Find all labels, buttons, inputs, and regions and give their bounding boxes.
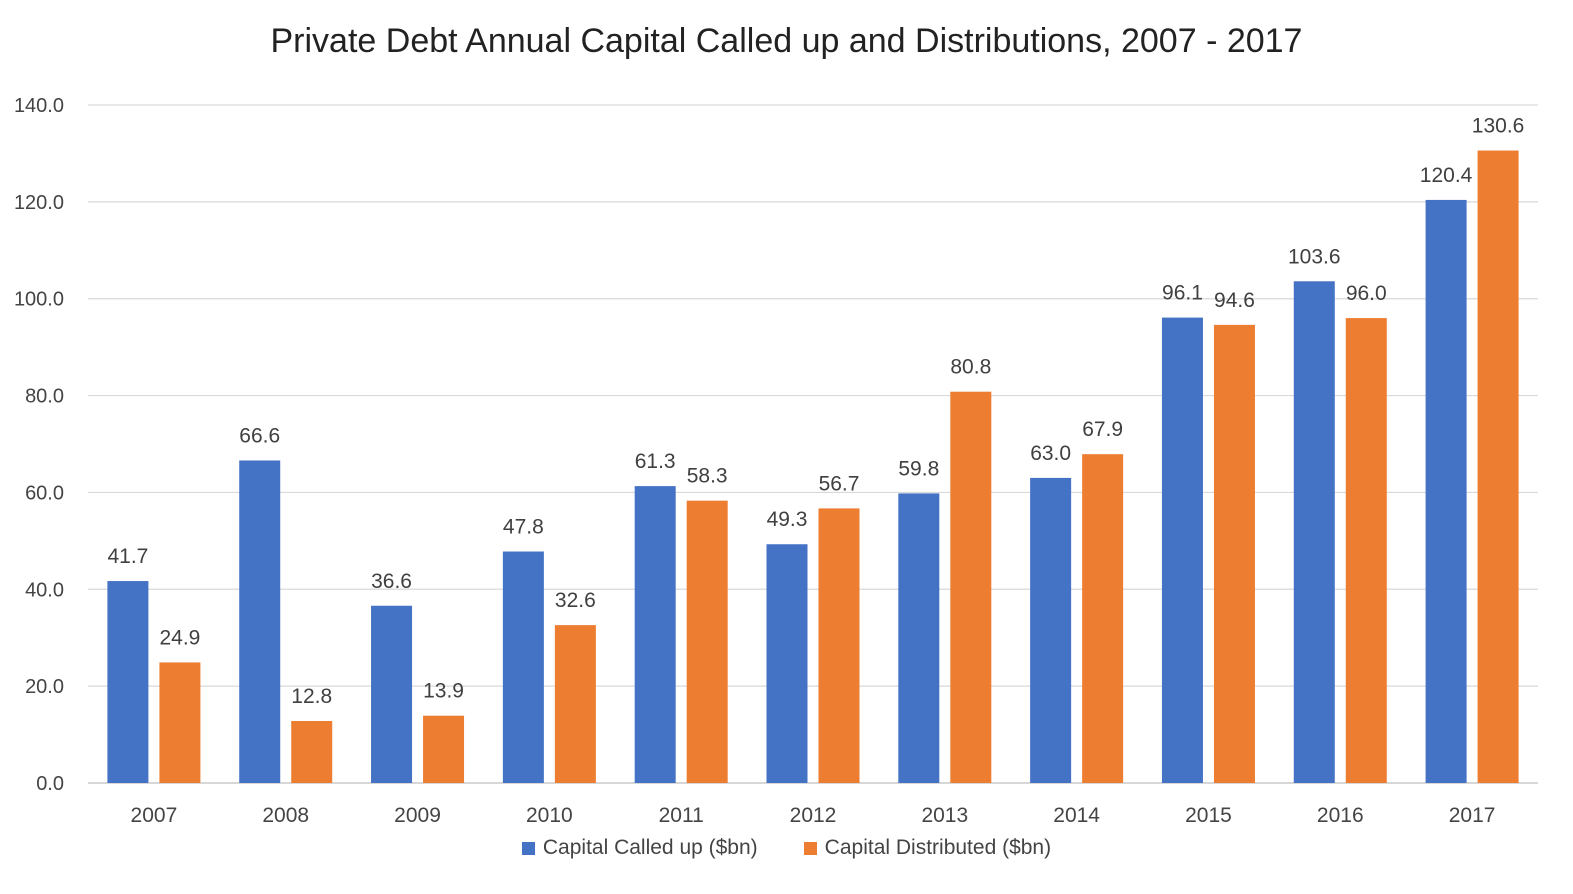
legend: Capital Called up ($bn) Capital Distribu… bbox=[0, 836, 1573, 860]
data-label: 130.6 bbox=[1472, 115, 1525, 138]
data-label: 63.0 bbox=[1030, 442, 1071, 465]
bar-capital-called bbox=[766, 544, 808, 783]
y-tick-label: 140.0 bbox=[14, 95, 64, 117]
y-tick-label: 100.0 bbox=[14, 289, 64, 311]
bar-capital-distributed bbox=[1345, 318, 1387, 783]
legend-swatch-capital-called bbox=[521, 841, 535, 855]
y-tick-label: 120.0 bbox=[14, 192, 64, 214]
bar-capital-called bbox=[107, 581, 149, 783]
data-label: 66.6 bbox=[239, 424, 280, 447]
data-label: 41.7 bbox=[107, 545, 148, 568]
x-tick-label: 2011 bbox=[659, 804, 704, 827]
x-tick-label: 2010 bbox=[526, 804, 573, 827]
bar-capital-distributed bbox=[159, 662, 201, 783]
bar-capital-distributed bbox=[423, 715, 465, 783]
bar-capital-distributed bbox=[291, 721, 333, 783]
bar-capital-distributed bbox=[1477, 150, 1519, 784]
data-label: 56.7 bbox=[819, 472, 860, 495]
x-tick-label: 2009 bbox=[394, 804, 441, 827]
bar-capital-called bbox=[1425, 199, 1467, 784]
x-tick-label: 2012 bbox=[790, 804, 837, 827]
legend-item-capital-called: Capital Called up ($bn) bbox=[521, 836, 758, 860]
x-tick-label: 2016 bbox=[1317, 804, 1364, 827]
bar-capital-called bbox=[239, 460, 281, 783]
bar-capital-called bbox=[1161, 317, 1203, 783]
data-label: 96.1 bbox=[1162, 282, 1203, 305]
data-label: 58.3 bbox=[687, 465, 728, 488]
bar-capital-called bbox=[1293, 281, 1335, 783]
data-label: 24.9 bbox=[159, 626, 200, 649]
legend-label-capital-distributed: Capital Distributed ($bn) bbox=[824, 836, 1052, 859]
data-label: 32.6 bbox=[555, 589, 596, 612]
data-label: 94.6 bbox=[1214, 289, 1255, 312]
legend-item-capital-distributed: Capital Distributed ($bn) bbox=[803, 836, 1052, 860]
data-label: 59.8 bbox=[898, 457, 939, 480]
data-label: 80.8 bbox=[950, 356, 991, 379]
legend-swatch-capital-distributed bbox=[803, 841, 817, 855]
bar-capital-called bbox=[634, 486, 676, 783]
data-label: 120.4 bbox=[1420, 164, 1473, 187]
legend-label-capital-called: Capital Called up ($bn) bbox=[542, 836, 758, 859]
bar-capital-called bbox=[371, 605, 413, 783]
data-label: 67.9 bbox=[1082, 418, 1123, 441]
bar-capital-distributed bbox=[686, 500, 728, 783]
x-tick-label: 2008 bbox=[262, 804, 309, 827]
bar-capital-called bbox=[1030, 477, 1072, 783]
bar-capital-distributed bbox=[818, 508, 860, 783]
x-tick-label: 2007 bbox=[131, 804, 178, 827]
y-tick-label: 60.0 bbox=[25, 482, 64, 504]
data-label: 47.8 bbox=[503, 516, 544, 539]
bar-capital-distributed bbox=[1213, 324, 1255, 783]
x-tick-label: 2017 bbox=[1449, 804, 1496, 827]
x-tick-label: 2015 bbox=[1185, 804, 1232, 827]
bar-capital-distributed bbox=[1082, 454, 1124, 783]
bar-capital-distributed bbox=[950, 391, 992, 783]
data-label: 49.3 bbox=[767, 508, 808, 531]
data-label: 13.9 bbox=[423, 680, 464, 703]
data-label: 61.3 bbox=[635, 450, 676, 473]
y-tick-label: 20.0 bbox=[25, 676, 64, 698]
y-tick-label: 80.0 bbox=[25, 386, 64, 408]
data-label: 103.6 bbox=[1288, 245, 1341, 268]
bar-capital-distributed bbox=[554, 625, 596, 783]
y-tick-label: 0.0 bbox=[36, 773, 64, 795]
y-tick-label: 40.0 bbox=[25, 579, 64, 601]
data-label: 96.0 bbox=[1346, 282, 1387, 305]
chart-title: Private Debt Annual Capital Called up an… bbox=[270, 22, 1303, 60]
x-tick-label: 2013 bbox=[921, 804, 968, 827]
bar-capital-called bbox=[502, 551, 544, 783]
data-label: 36.6 bbox=[371, 570, 412, 593]
data-label: 12.8 bbox=[291, 685, 332, 708]
bar-capital-called bbox=[898, 493, 940, 783]
x-tick-label: 2014 bbox=[1053, 804, 1100, 827]
